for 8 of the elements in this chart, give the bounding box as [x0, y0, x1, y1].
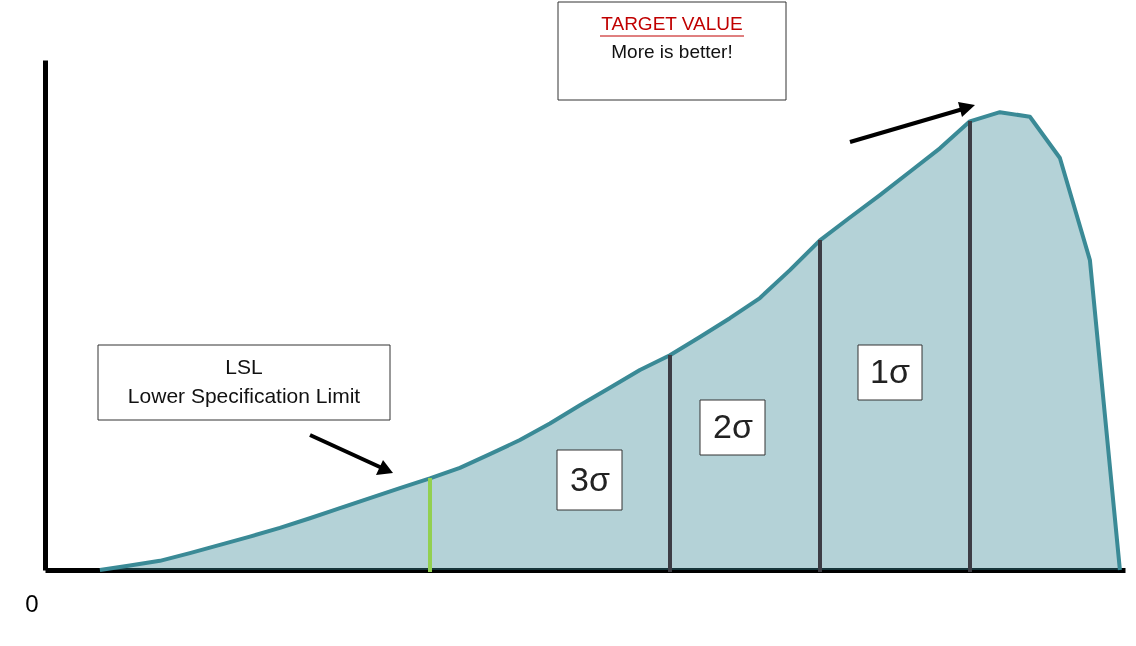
annotation: Lower Specification Limit [127, 384, 361, 407]
annotation: 3σ [570, 460, 610, 498]
annotation: 2σ [713, 407, 753, 445]
text: 0 [25, 590, 39, 617]
text: TARGET VALUE [601, 13, 743, 34]
text: More is better! [611, 41, 733, 62]
annotation: 1σ [870, 352, 910, 390]
annotation: LSL [225, 355, 263, 378]
